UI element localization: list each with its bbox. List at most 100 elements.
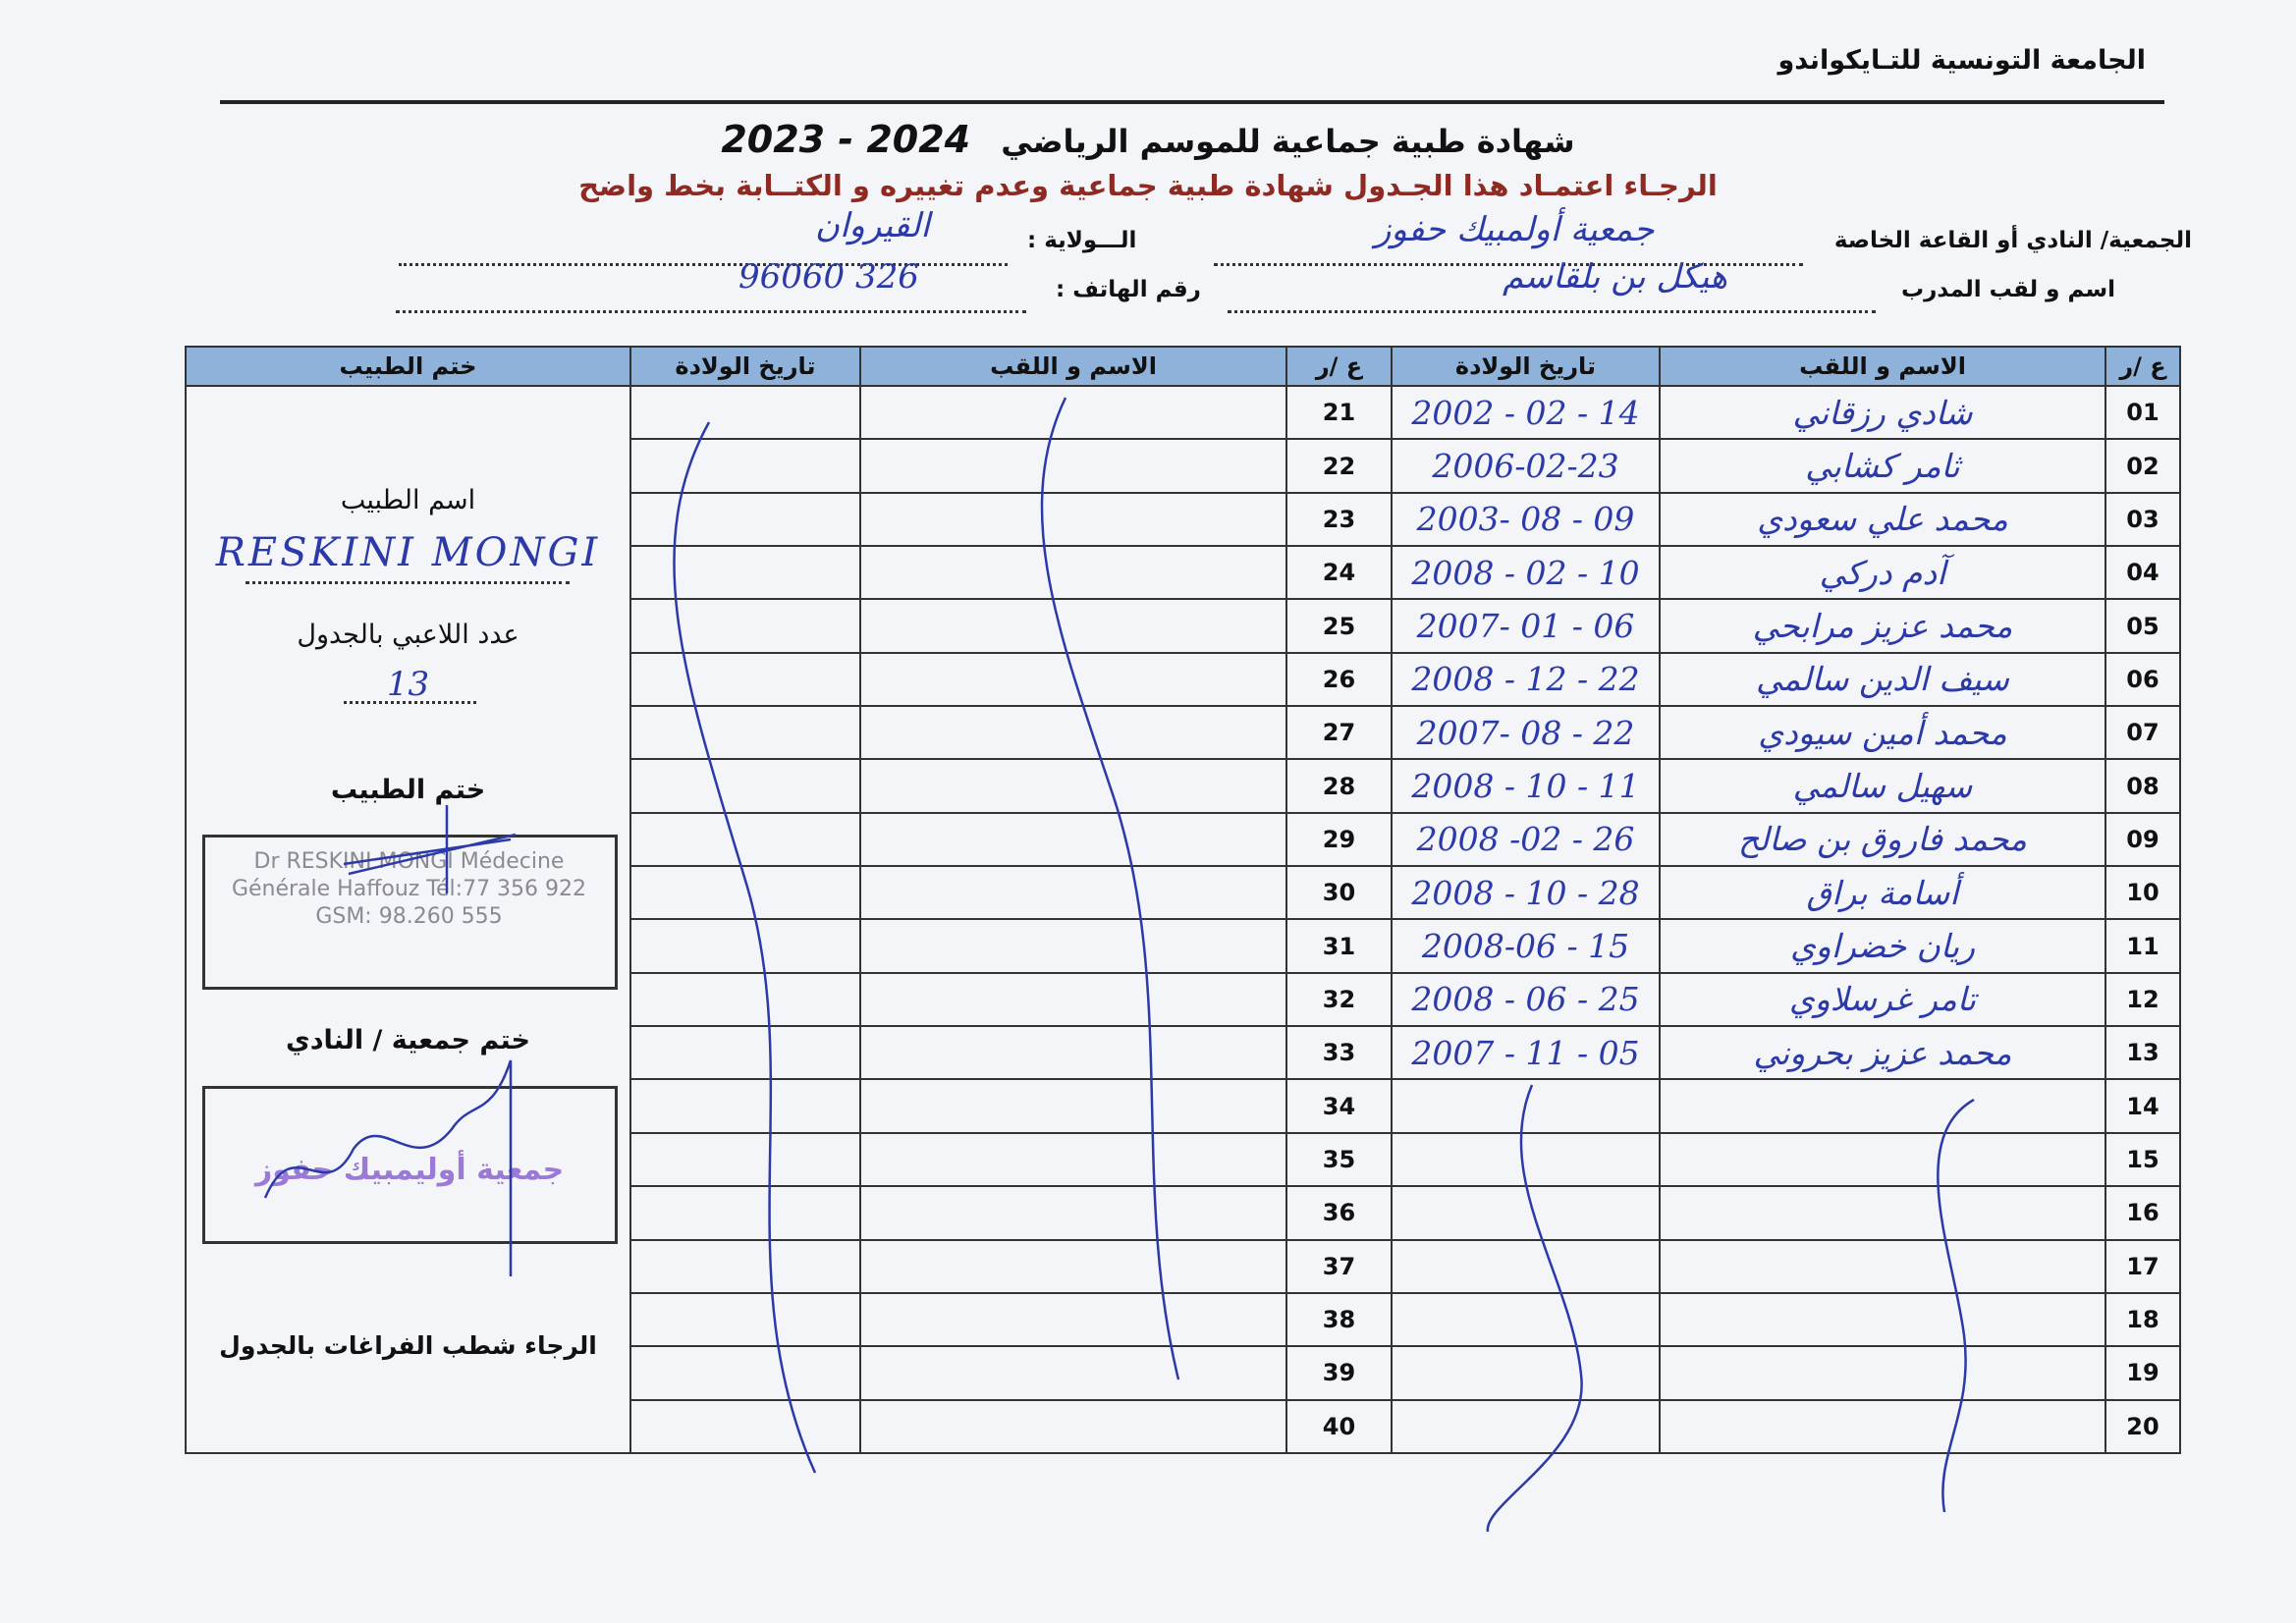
player-name-2[interactable] [859, 1291, 1287, 1348]
player-dob[interactable]: 2007- 01 - 06 [1391, 598, 1661, 654]
player-name[interactable]: محمد أمين سيودي [1659, 705, 2106, 761]
player-name-2[interactable] [859, 865, 1287, 921]
player-name-2[interactable] [859, 438, 1287, 494]
player-name-2[interactable] [859, 651, 1287, 708]
player-dob[interactable]: 2008 - 10 - 11 [1391, 758, 1661, 814]
player-name[interactable]: محمد عزيز بحروني [1659, 1025, 2106, 1081]
player-dob-2[interactable] [629, 758, 861, 814]
player-name[interactable]: ريان خضراوي [1659, 918, 2106, 974]
player-name[interactable] [1659, 1345, 2106, 1401]
player-name[interactable] [1659, 1078, 2106, 1134]
player-dob[interactable] [1391, 1238, 1661, 1294]
player-dob-2[interactable] [629, 651, 861, 708]
player-dob-2[interactable] [629, 545, 861, 601]
row-number: 18 [2105, 1291, 2181, 1348]
row-number: 03 [2105, 491, 2181, 548]
player-name-2[interactable] [859, 918, 1287, 974]
player-name-2[interactable] [859, 545, 1287, 601]
player-dob-2[interactable] [629, 598, 861, 654]
player-dob-2[interactable] [629, 1238, 861, 1294]
state-field[interactable] [399, 234, 1008, 266]
player-dob[interactable]: 2002 - 02 - 14 [1391, 384, 1661, 441]
player-dob-2[interactable] [629, 491, 861, 548]
player-name[interactable]: سهيل سالمي [1659, 758, 2106, 814]
player-dob[interactable]: 2008 - 06 - 25 [1391, 971, 1661, 1028]
header-divider [220, 100, 2164, 104]
player-name-2[interactable] [859, 1185, 1287, 1241]
player-name-2[interactable] [859, 384, 1287, 441]
player-dob[interactable]: 2008-06 - 15 [1391, 918, 1661, 974]
player-name-2[interactable] [859, 971, 1287, 1028]
row-number: 08 [2105, 758, 2181, 814]
player-dob[interactable] [1391, 1291, 1661, 1348]
table-row: 01 شادي رزقاني 2002 - 02 - 14 21 اسم الطبيب… [185, 384, 2181, 1454]
player-count-field[interactable] [344, 672, 476, 704]
player-dob[interactable] [1391, 1185, 1661, 1241]
player-dob-2[interactable] [629, 865, 861, 921]
player-dob-2[interactable] [629, 384, 861, 441]
player-dob[interactable]: 2008 - 12 - 22 [1391, 651, 1661, 708]
coach-field[interactable] [1228, 281, 1876, 313]
player-dob-2[interactable] [629, 1345, 861, 1401]
player-name[interactable] [1659, 1398, 2106, 1455]
player-name-2[interactable] [859, 1345, 1287, 1401]
player-name-2[interactable] [859, 705, 1287, 761]
player-dob-2[interactable] [629, 971, 861, 1028]
row-number-2: 31 [1285, 918, 1393, 974]
player-dob[interactable]: 2008 - 02 - 10 [1391, 545, 1661, 601]
player-name[interactable]: شادي رزقاني [1659, 384, 2106, 441]
player-name[interactable]: أسامة براق [1659, 865, 2106, 921]
player-name[interactable]: محمد علي سعودي [1659, 491, 2106, 548]
player-dob-2[interactable] [629, 1185, 861, 1241]
player-dob-2[interactable] [629, 1398, 861, 1455]
player-dob-2[interactable] [629, 1131, 861, 1188]
player-name[interactable] [1659, 1291, 2106, 1348]
player-name[interactable]: محمد فاروق بن صالح [1659, 811, 2106, 868]
player-dob-2[interactable] [629, 918, 861, 974]
player-dob[interactable]: 2003- 08 - 09 [1391, 491, 1661, 548]
instruction-text: الرجـاء اعتمـاد هذا الجـدول شهادة طبية ج… [578, 169, 1718, 202]
player-dob-2[interactable] [629, 438, 861, 494]
player-dob-2[interactable] [629, 705, 861, 761]
player-dob[interactable] [1391, 1345, 1661, 1401]
doctor-name-field[interactable] [246, 552, 570, 584]
player-name[interactable]: تامر غرسلاوي [1659, 971, 2106, 1028]
player-name-2[interactable] [859, 1131, 1287, 1188]
player-name[interactable]: محمد عزيز مرابحي [1659, 598, 2106, 654]
player-dob[interactable]: 2008 -02 - 26 [1391, 811, 1661, 868]
player-dob[interactable]: 2006-02-23 [1391, 438, 1661, 494]
player-name[interactable]: آدم دركي [1659, 545, 2106, 601]
player-name-2[interactable] [859, 1398, 1287, 1455]
player-name-2[interactable] [859, 1078, 1287, 1134]
player-name-2[interactable] [859, 491, 1287, 548]
player-dob-2[interactable] [629, 1025, 861, 1081]
title-text: شهادة طبية جماعية للموسم الرياضي [1001, 123, 1575, 160]
player-name-2[interactable] [859, 758, 1287, 814]
player-name[interactable] [1659, 1185, 2106, 1241]
player-name[interactable] [1659, 1238, 2106, 1294]
player-name[interactable]: ثامر كشابي [1659, 438, 2106, 494]
player-dob-2[interactable] [629, 811, 861, 868]
club-stamp-label: ختم جمعية / النادي [285, 1025, 531, 1055]
player-name[interactable]: سيف الدين سالمي [1659, 651, 2106, 708]
player-dob[interactable]: 2007 - 11 - 05 [1391, 1025, 1661, 1081]
coach-value: هيكل بن بلقاسم [1503, 257, 1728, 297]
player-dob-2[interactable] [629, 1078, 861, 1134]
player-dob[interactable]: 2007- 08 - 22 [1391, 705, 1661, 761]
club-field[interactable] [1214, 234, 1803, 266]
phone-field[interactable] [396, 281, 1026, 313]
player-name-2[interactable] [859, 811, 1287, 868]
state-label: الـــولاية : [1027, 228, 1137, 253]
player-dob[interactable] [1391, 1078, 1661, 1134]
player-name[interactable] [1659, 1131, 2106, 1188]
player-name-2[interactable] [859, 1025, 1287, 1081]
club-value: جمعية أولمبيك حفوز [1375, 210, 1655, 249]
player-name-2[interactable] [859, 1238, 1287, 1294]
player-dob[interactable] [1391, 1398, 1661, 1455]
player-name-2[interactable] [859, 598, 1287, 654]
row-number-2: 30 [1285, 865, 1393, 921]
player-dob[interactable] [1391, 1131, 1661, 1188]
player-dob-2[interactable] [629, 1291, 861, 1348]
row-number-2: 32 [1285, 971, 1393, 1028]
player-dob[interactable]: 2008 - 10 - 28 [1391, 865, 1661, 921]
